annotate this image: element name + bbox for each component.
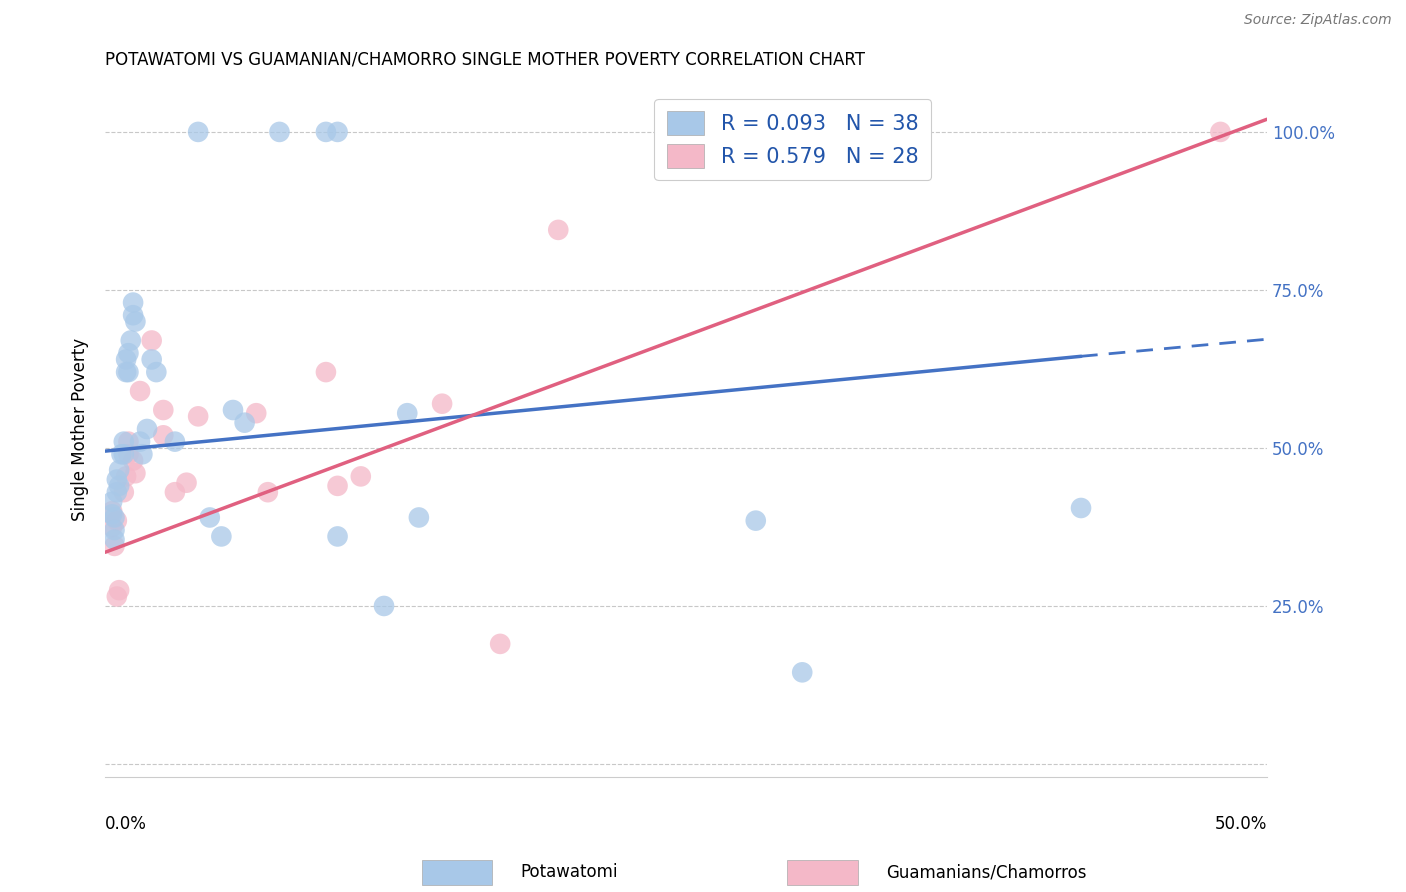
Point [792,665,814,680]
Point [222,403,245,417]
Point [745,514,768,528]
Point [117,365,139,379]
Point [315,365,337,379]
Point [105,485,128,500]
Point [108,583,131,598]
Point [408,510,430,524]
Point [136,422,159,436]
Legend: R = 0.093   N = 38, R = 0.579   N = 28: R = 0.093 N = 38, R = 0.579 N = 28 [654,99,931,180]
Point [430,397,453,411]
Point [112,447,135,461]
Point [101,494,124,508]
Point [117,346,139,360]
Point [115,469,138,483]
Point [115,365,138,379]
Point [108,463,131,477]
Point [326,529,349,543]
Point [350,469,373,483]
Point [105,590,128,604]
Point [373,599,395,613]
Y-axis label: Single Mother Poverty: Single Mother Poverty [72,337,89,521]
Point [101,508,124,522]
Point [176,475,198,490]
Point [245,406,267,420]
Point [108,479,131,493]
Point [103,523,125,537]
Point [131,447,153,461]
Point [124,314,146,328]
Point [152,403,174,417]
Point [141,352,163,367]
Point [315,125,337,139]
Point [152,428,174,442]
Point [120,334,142,348]
Point [122,308,145,322]
Point [209,529,232,543]
Point [101,520,124,534]
Point [187,409,209,424]
Point [105,514,128,528]
Point [124,467,146,481]
Point [101,504,124,518]
Point [489,637,512,651]
Point [1209,125,1232,139]
Point [1070,500,1092,515]
Text: Guamanians/Chamorros: Guamanians/Chamorros [886,863,1087,881]
Point [105,473,128,487]
Point [547,223,569,237]
Point [129,384,152,398]
Point [110,447,132,461]
Point [163,434,186,449]
Point [145,365,167,379]
Point [112,434,135,449]
Point [198,510,221,524]
Point [396,406,419,420]
Text: Potawatomi: Potawatomi [520,863,617,881]
Point [269,125,291,139]
Point [257,485,280,500]
Point [117,434,139,449]
Point [141,334,163,348]
Point [112,485,135,500]
Text: 50.0%: 50.0% [1215,815,1267,833]
Text: 0.0%: 0.0% [105,815,148,833]
Text: Source: ZipAtlas.com: Source: ZipAtlas.com [1244,13,1392,28]
Point [129,434,152,449]
Point [122,295,145,310]
Point [103,539,125,553]
Point [233,416,256,430]
Point [326,479,349,493]
Point [187,125,209,139]
Point [326,125,349,139]
Point [115,352,138,367]
Point [103,533,125,547]
Point [122,453,145,467]
Point [117,447,139,461]
Text: POTAWATOMI VS GUAMANIAN/CHAMORRO SINGLE MOTHER POVERTY CORRELATION CHART: POTAWATOMI VS GUAMANIAN/CHAMORRO SINGLE … [105,51,865,69]
Point [163,485,186,500]
Point [103,510,125,524]
